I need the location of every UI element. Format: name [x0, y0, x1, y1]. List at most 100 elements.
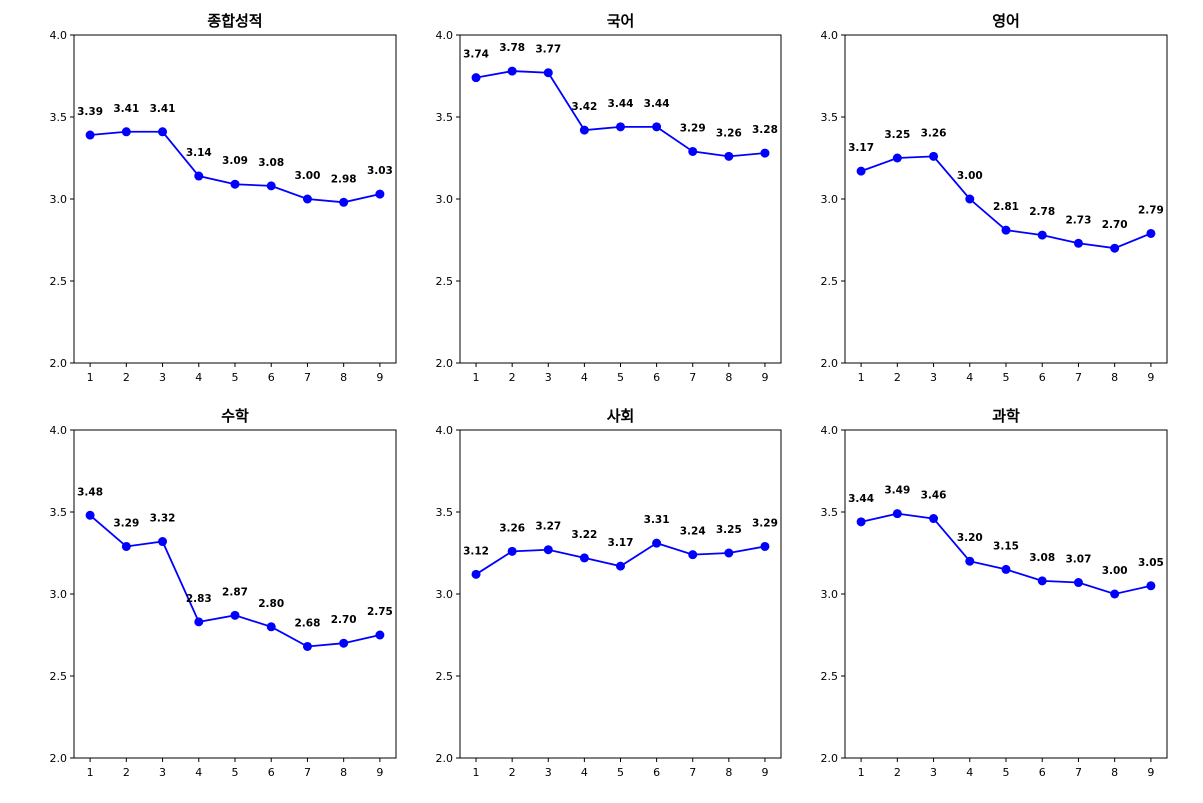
data-point — [1110, 243, 1120, 253]
plot-frame — [459, 34, 782, 364]
y-tick-label: 3.5 — [436, 506, 454, 519]
x-tick-label: 8 — [725, 766, 732, 779]
data-point — [1073, 578, 1083, 588]
x-tick-label: 6 — [653, 371, 660, 384]
data-label: 3.00 — [1102, 565, 1128, 577]
chart-panel: 과학 2.0 2.5 3.0 3.5 4.0 1 2 3 4 5 6 7 8 9 3.44 3.49 3.46 3.… — [821, 407, 1168, 779]
data-label: 2.70 — [1102, 219, 1128, 231]
x-tick-label: 8 — [1111, 371, 1118, 384]
data-label: 3.42 — [571, 101, 597, 113]
x-tick-label: 6 — [1039, 766, 1046, 779]
data-point — [158, 537, 168, 547]
x-tick-label: 8 — [1111, 766, 1118, 779]
data-label: 2.75 — [367, 606, 393, 618]
data-point — [965, 194, 975, 204]
data-point — [688, 146, 698, 156]
data-label: 3.44 — [644, 98, 670, 110]
data-label: 3.05 — [1138, 557, 1164, 569]
data-point — [507, 546, 517, 556]
chart-title: 과학 — [992, 407, 1020, 425]
chart-title: 종합성적 — [207, 12, 262, 30]
plot-frame — [844, 429, 1168, 759]
y-tick-label: 2.5 — [821, 670, 839, 683]
x-tick-label: 1 — [858, 371, 865, 384]
data-label: 3.27 — [535, 521, 561, 533]
data-label: 3.41 — [150, 103, 176, 115]
x-tick-label: 8 — [340, 371, 347, 384]
data-label: 3.29 — [113, 517, 139, 529]
chart-title: 국어 — [607, 12, 635, 30]
y-tick-label: 3.0 — [50, 193, 68, 206]
data-label: 2.68 — [294, 617, 320, 629]
data-point — [1146, 228, 1156, 238]
y-tick-label: 2.0 — [50, 752, 68, 765]
x-tick-label: 3 — [159, 371, 166, 384]
data-label: 3.00 — [294, 170, 320, 182]
data-label: 3.39 — [77, 106, 103, 118]
y-tick-label: 3.5 — [50, 111, 68, 124]
data-point — [616, 561, 625, 571]
data-label: 3.25 — [884, 129, 910, 141]
data-point — [158, 127, 168, 137]
data-point — [1146, 581, 1156, 591]
data-label: 3.41 — [113, 103, 139, 115]
data-label: 2.81 — [993, 201, 1019, 213]
x-tick-label: 4 — [966, 371, 973, 384]
data-label: 3.31 — [644, 514, 670, 526]
x-tick-label: 4 — [195, 766, 202, 779]
y-tick-label: 2.5 — [436, 275, 454, 288]
data-label: 3.29 — [680, 122, 706, 134]
y-tick-label: 2.5 — [436, 670, 454, 683]
data-point — [856, 517, 866, 527]
x-tick-label: 5 — [617, 766, 624, 779]
chart-title: 사회 — [607, 407, 635, 425]
y-tick-label: 3.0 — [821, 588, 839, 601]
y-tick-label: 2.5 — [50, 670, 68, 683]
y-tick-label: 3.0 — [436, 588, 454, 601]
data-label: 3.48 — [77, 486, 103, 498]
plot-frame — [844, 34, 1168, 364]
x-tick-label: 5 — [232, 371, 239, 384]
x-tick-label: 4 — [581, 766, 588, 779]
data-label: 3.15 — [993, 540, 1019, 552]
x-tick-label: 1 — [473, 766, 480, 779]
y-tick-label: 4.0 — [821, 424, 839, 437]
data-point — [856, 166, 866, 176]
y-tick-label: 2.5 — [50, 275, 68, 288]
data-point — [194, 171, 204, 181]
data-label: 3.08 — [258, 157, 284, 169]
x-tick-label: 9 — [1147, 766, 1154, 779]
y-tick-label: 2.0 — [436, 752, 454, 765]
data-label: 3.09 — [222, 155, 248, 167]
x-tick-label: 6 — [268, 766, 275, 779]
data-label: 3.77 — [535, 44, 561, 56]
plot-frame — [73, 34, 397, 364]
data-point — [652, 122, 662, 132]
data-label: 2.79 — [1138, 204, 1164, 216]
data-label: 3.46 — [921, 490, 947, 502]
data-point — [1037, 576, 1047, 586]
x-tick-label: 4 — [966, 766, 973, 779]
data-point — [266, 181, 276, 191]
data-label: 3.00 — [957, 170, 983, 182]
data-label: 2.70 — [331, 614, 357, 626]
x-tick-label: 8 — [725, 371, 732, 384]
y-tick-label: 3.5 — [436, 111, 454, 124]
data-point — [1073, 238, 1083, 248]
data-point — [471, 569, 481, 579]
data-label: 3.44 — [608, 98, 634, 110]
data-point — [85, 130, 95, 140]
data-point — [760, 541, 770, 551]
data-label: 3.20 — [957, 532, 983, 544]
y-tick-label: 3.0 — [821, 193, 839, 206]
data-label: 2.80 — [258, 598, 284, 610]
y-tick-label: 2.0 — [436, 357, 454, 370]
x-tick-label: 7 — [1075, 371, 1082, 384]
data-label: 3.74 — [463, 49, 489, 61]
x-tick-label: 7 — [1075, 766, 1082, 779]
data-label: 2.87 — [222, 586, 248, 598]
x-tick-label: 2 — [123, 371, 130, 384]
y-tick-label: 2.0 — [821, 752, 839, 765]
data-point — [929, 514, 939, 524]
chart-title: 영어 — [992, 12, 1020, 30]
